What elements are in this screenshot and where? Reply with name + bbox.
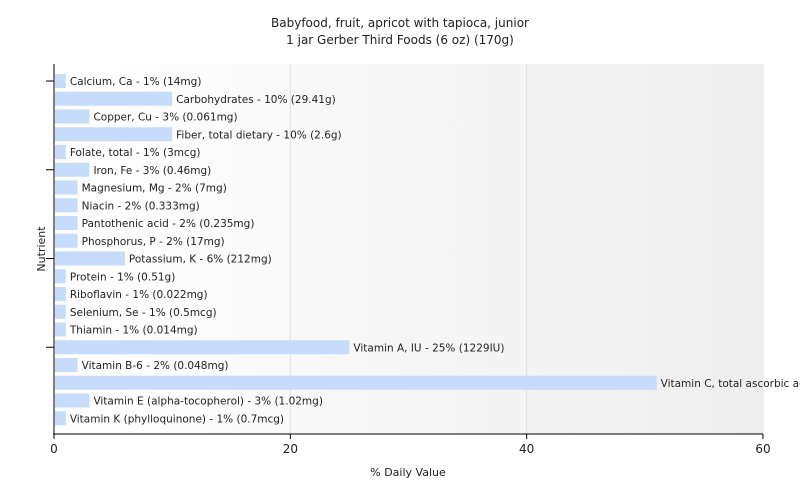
bar: [55, 109, 90, 124]
bar-label: Thiamin - 1% (0.014mg): [69, 325, 198, 337]
bar: [55, 198, 78, 213]
bar-label: Carbohydrates - 10% (29.41g): [176, 94, 336, 106]
bar-label: Folate, total - 1% (3mcg): [70, 147, 201, 159]
bar: [55, 322, 66, 337]
plot-background: [54, 64, 763, 434]
bar-label: Pantothenic acid - 2% (0.235mg): [82, 218, 255, 230]
bar-label: Calcium, Ca - 1% (14mg): [70, 76, 202, 88]
bar-label: Vitamin K (phylloquinone) - 1% (0.7mcg): [70, 413, 284, 425]
bar-label: Riboflavin - 1% (0.022mg): [70, 289, 208, 301]
bar: [55, 127, 173, 142]
bar-label: Phosphorus, P - 2% (17mg): [82, 236, 225, 248]
bar: [55, 216, 78, 230]
bars: Calcium, Ca - 1% (14mg) Carbohydrates - 1…: [55, 74, 800, 426]
bar-label: Fiber, total dietary - 10% (2.6g): [176, 129, 341, 141]
bar: [55, 411, 66, 426]
bar-label: Vitamin B-6 - 2% (0.048mg): [82, 360, 229, 372]
x-tick-label: 40: [519, 442, 534, 456]
bar-label: Protein - 1% (0.51g): [70, 271, 176, 283]
x-tick-label: 60: [755, 442, 770, 456]
bar: [55, 180, 78, 195]
chart-subtitle: 1 jar Gerber Third Foods (6 oz) (170g): [286, 33, 514, 47]
bar: [55, 269, 66, 284]
x-axis-label: % Daily Value: [370, 466, 446, 479]
x-tick-label: 20: [283, 442, 298, 456]
bar: [55, 251, 125, 266]
bar: [55, 340, 350, 355]
y-axis-label: Nutrient: [35, 226, 48, 272]
bar: [55, 304, 66, 319]
bar: [55, 358, 78, 372]
x-tick-label: 0: [50, 442, 58, 456]
bar-label: Vitamin A, IU - 25% (1229IU): [353, 342, 504, 354]
bar: [55, 91, 173, 106]
chart-title: Babyfood, fruit, apricot with tapioca, j…: [271, 16, 529, 30]
bar: [55, 162, 90, 177]
bar-label: Copper, Cu - 3% (0.061mg): [93, 112, 237, 124]
bar-label: Iron, Fe - 3% (0.46mg): [93, 165, 211, 177]
bar-label: Vitamin C, total ascorbic acid - 51% (30…: [661, 378, 800, 390]
bar-label: Potassium, K - 6% (212mg): [129, 254, 272, 266]
axes: 0 20 40 60: [46, 64, 771, 456]
bar: [55, 287, 66, 301]
bar: [55, 393, 90, 408]
bar: [55, 233, 78, 248]
bar: [55, 145, 66, 159]
grid: [289, 64, 764, 434]
bar: [55, 74, 66, 88]
bar-label: Vitamin E (alpha-tocopherol) - 3% (1.02m…: [93, 396, 323, 408]
bar-label: Niacin - 2% (0.333mg): [82, 200, 200, 212]
bar-label: Selenium, Se - 1% (0.5mcg): [70, 307, 217, 319]
bar: [55, 375, 657, 390]
bar-label: Magnesium, Mg - 2% (7mg): [82, 183, 227, 195]
